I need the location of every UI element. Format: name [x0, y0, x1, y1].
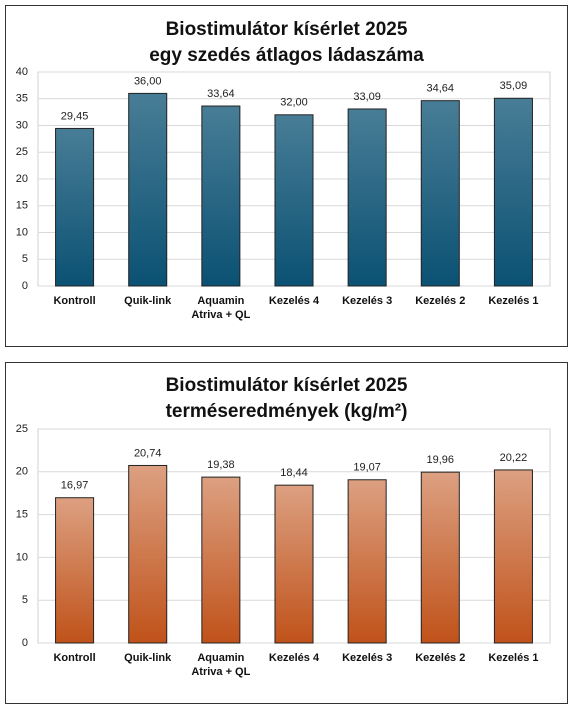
- bar: [274, 484, 314, 644]
- value-label: 20,74: [134, 447, 162, 459]
- bar: [55, 497, 95, 644]
- value-label: 16,97: [61, 480, 89, 492]
- y-tick-label: 0: [22, 280, 28, 292]
- y-tick-label: 5: [22, 594, 28, 606]
- x-tick-label: Kezelés 3: [342, 295, 393, 307]
- bar: [347, 479, 387, 644]
- y-tick-label: 5: [22, 253, 28, 265]
- bar: [420, 471, 460, 644]
- y-tick-label: 25: [16, 423, 28, 435]
- y-tick-label: 20: [16, 173, 28, 185]
- bar: [128, 92, 168, 287]
- chart-title: Biostimulátor kísérlet 2025 egy szedés á…: [149, 19, 424, 66]
- value-label: 18,44: [280, 467, 308, 479]
- x-tick-label: Kezelés 1: [488, 652, 539, 664]
- bar: [274, 114, 314, 287]
- y-tick-label: 15: [16, 200, 28, 212]
- chart-title: Biostimulátor kísérlet 2025 terméseredmé…: [165, 375, 408, 422]
- y-tick-label: 35: [16, 93, 28, 105]
- value-label: 19,07: [353, 462, 381, 474]
- y-tick-label: 15: [16, 509, 28, 521]
- value-label: 33,64: [207, 88, 235, 100]
- bar: [493, 97, 533, 287]
- value-label: 33,09: [353, 91, 381, 103]
- value-label: 34,64: [427, 83, 455, 95]
- y-tick-label: 10: [16, 226, 28, 238]
- value-label: 19,38: [207, 459, 235, 471]
- value-label: 19,96: [427, 454, 455, 466]
- x-tick-label: Kezelés 2: [415, 295, 466, 307]
- x-tick-label: Aquamin Atriva + QL: [191, 652, 251, 678]
- bar: [493, 469, 533, 644]
- bar: [201, 476, 241, 644]
- chart-frame: [5, 362, 568, 704]
- y-tick-label: 10: [16, 551, 28, 563]
- x-tick-label: Kezelés 4: [268, 652, 320, 664]
- y-tick-label: 20: [16, 466, 28, 478]
- chart-frame: [5, 5, 568, 347]
- value-label: 29,45: [61, 110, 89, 122]
- x-tick-label: Aquamin Atriva + QL: [191, 295, 251, 321]
- y-tick-label: 40: [16, 66, 28, 78]
- x-tick-label: Kezelés 1: [488, 295, 539, 307]
- x-tick-label: Kezelés 4: [268, 295, 320, 307]
- bar: [128, 464, 168, 644]
- x-tick-label: Kontroll: [53, 295, 96, 307]
- bar: [347, 108, 387, 287]
- value-label: 32,00: [280, 97, 308, 109]
- bar: [55, 127, 95, 287]
- y-tick-label: 0: [22, 637, 28, 649]
- value-label: 20,22: [500, 452, 528, 464]
- x-tick-label: Kontroll: [53, 652, 96, 664]
- bar: [201, 105, 241, 287]
- x-tick-label: Quik-link: [124, 295, 172, 307]
- x-tick-label: Kezelés 2: [415, 652, 466, 664]
- x-tick-label: Quik-link: [124, 652, 172, 664]
- value-label: 36,00: [134, 75, 162, 87]
- y-tick-label: 30: [16, 119, 28, 131]
- value-label: 35,09: [500, 80, 528, 92]
- x-tick-label: Kezelés 3: [342, 652, 393, 664]
- y-tick-label: 25: [16, 146, 28, 158]
- bar: [420, 100, 460, 287]
